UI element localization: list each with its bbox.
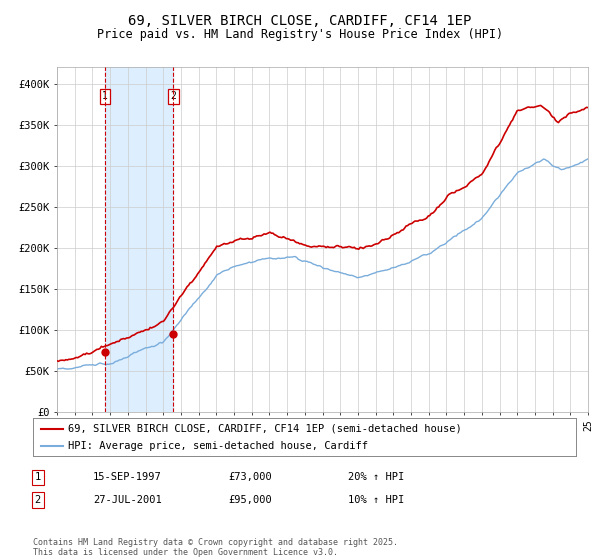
Text: 69, SILVER BIRCH CLOSE, CARDIFF, CF14 1EP: 69, SILVER BIRCH CLOSE, CARDIFF, CF14 1E… [128,14,472,28]
Text: Price paid vs. HM Land Registry's House Price Index (HPI): Price paid vs. HM Land Registry's House … [97,28,503,41]
Bar [105,67,173,412]
Text: 1: 1 [35,472,41,482]
Text: 1: 1 [102,91,108,101]
Text: 69, SILVER BIRCH CLOSE, CARDIFF, CF14 1EP (semi-detached house): 69, SILVER BIRCH CLOSE, CARDIFF, CF14 1E… [68,423,462,433]
Text: 20% ↑ HPI: 20% ↑ HPI [348,472,404,482]
Text: HPI: Average price, semi-detached house, Cardiff: HPI: Average price, semi-detached house,… [68,441,368,451]
Text: Contains HM Land Registry data © Crown copyright and database right 2025.
This d: Contains HM Land Registry data © Crown c… [33,538,398,557]
Text: £73,000: £73,000 [228,472,272,482]
Text: £95,000: £95,000 [228,495,272,505]
Text: 2: 2 [35,495,41,505]
Text: 10% ↑ HPI: 10% ↑ HPI [348,495,404,505]
Text: 27-JUL-2001: 27-JUL-2001 [93,495,162,505]
Text: 15-SEP-1997: 15-SEP-1997 [93,472,162,482]
Text: 2: 2 [170,91,176,101]
